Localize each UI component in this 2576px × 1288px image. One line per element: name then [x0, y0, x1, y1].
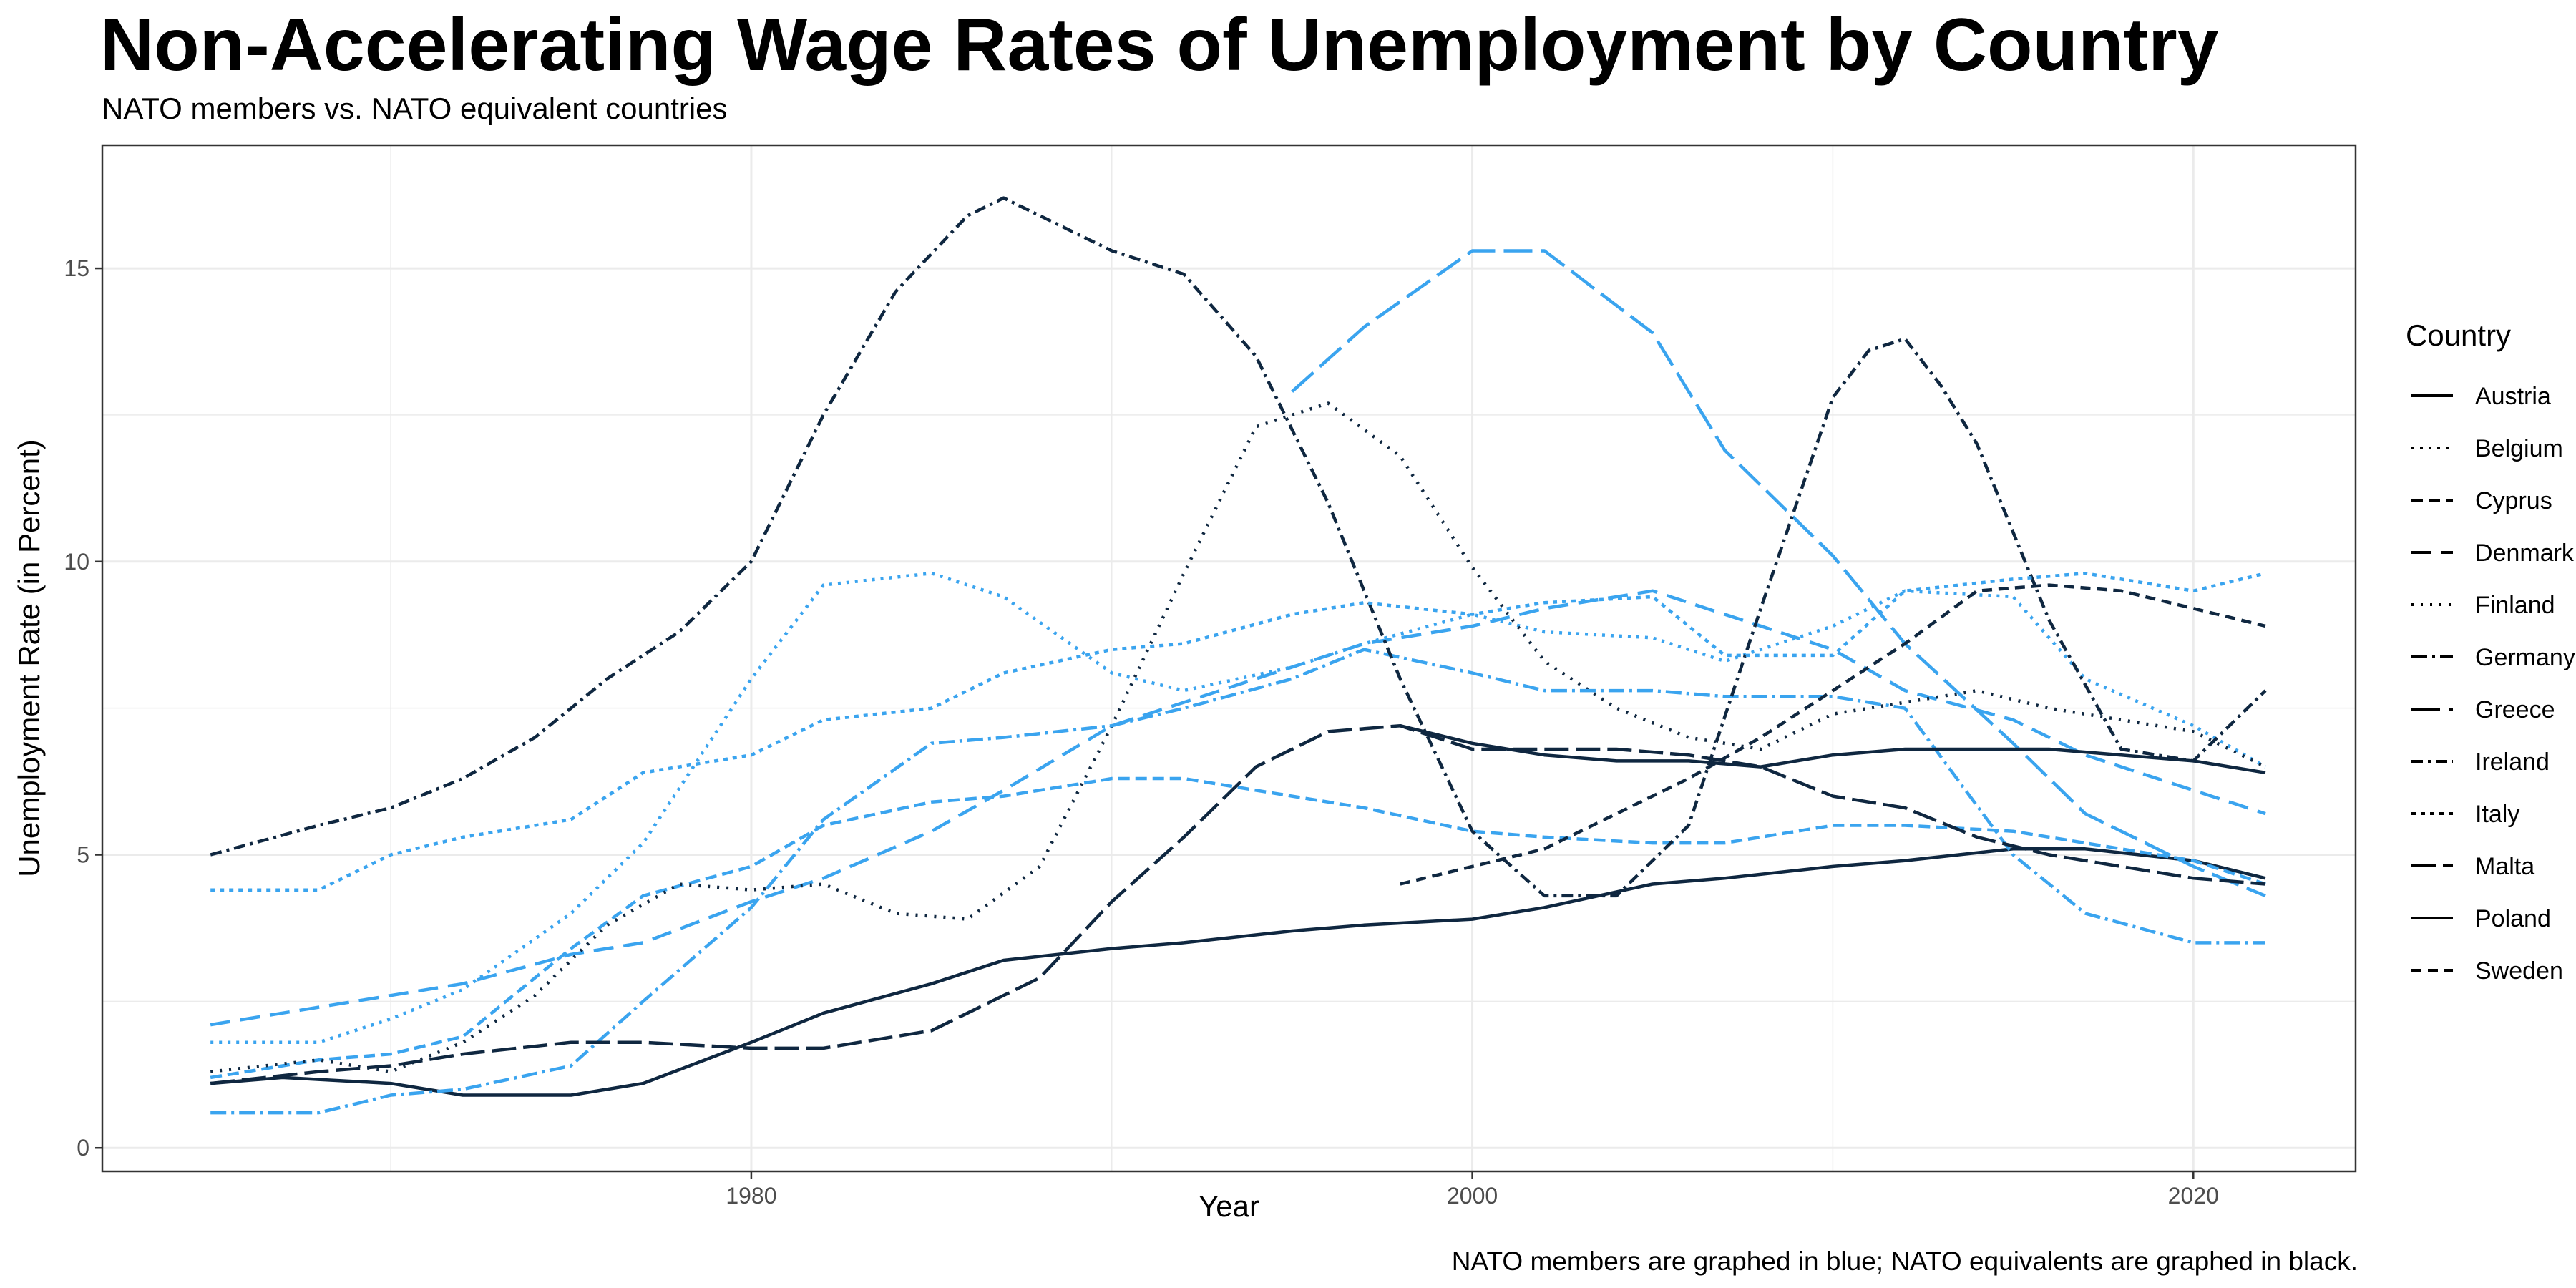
- series-layer: [210, 196, 2267, 1115]
- chart-title: Non-Accelerating Wage Rates of Unemploym…: [100, 4, 2219, 87]
- legend-label-italy: Italy: [2475, 801, 2519, 828]
- legend-label-poland: Poland: [2475, 905, 2551, 932]
- series-line-austria: [210, 847, 2266, 1097]
- series-line-denmark: [210, 589, 2266, 1027]
- grid-layer: [102, 145, 2356, 1171]
- y-tick-label: 5: [77, 842, 89, 868]
- series-line-italy: [210, 571, 2266, 892]
- legend-title: Country: [2406, 318, 2511, 352]
- legend-label-austria: Austria: [2475, 383, 2551, 410]
- panel-border: [101, 144, 2357, 1173]
- series-line-finland: [210, 401, 2266, 1073]
- series-line-sweden: [1400, 583, 2266, 886]
- series-line-germany: [210, 648, 2265, 1115]
- legend-label-sweden: Sweden: [2475, 957, 2563, 985]
- chart-caption: NATO members are graphed in blue; NATO e…: [1451, 1246, 2358, 1276]
- chart-subtitle: NATO members vs. NATO equivalent countri…: [102, 92, 728, 125]
- legend-label-belgium: Belgium: [2475, 435, 2563, 462]
- series-line-greece: [1291, 249, 2266, 897]
- x-tick-label: 1980: [726, 1183, 776, 1209]
- series-line-poland: [1400, 724, 2266, 775]
- x-tick-label: 2000: [1447, 1183, 1498, 1209]
- legend-label-ireland: Ireland: [2475, 748, 2550, 776]
- legend-label-greece: Greece: [2475, 696, 2555, 723]
- y-tick-label: 0: [77, 1135, 89, 1161]
- series-line-cyprus: [210, 776, 2266, 1080]
- legend-label-malta: Malta: [2475, 853, 2534, 880]
- series-line-malta: [210, 723, 2266, 1085]
- x-axis-title: Year: [1199, 1189, 1259, 1223]
- legend: Country Austria Belgium Cyprus Denmark Finla…: [2406, 318, 2575, 985]
- series-line-belgium: [210, 571, 2267, 1044]
- y-tick-label: 15: [64, 255, 89, 281]
- legend-label-germany: Germany: [2475, 644, 2575, 671]
- y-tick-label: 10: [64, 549, 89, 575]
- legend-label-denmark: Denmark: [2475, 540, 2575, 567]
- legend-label-finland: Finland: [2475, 592, 2555, 619]
- series-line-ireland: [210, 196, 2267, 898]
- x-tick-label: 2020: [2168, 1183, 2219, 1209]
- axis-layer: 1980 2000 2020 0 5 10 15: [64, 255, 2218, 1209]
- legend-label-cyprus: Cyprus: [2475, 487, 2552, 514]
- y-axis-title: Unemployment Rate (in Percent): [12, 439, 46, 877]
